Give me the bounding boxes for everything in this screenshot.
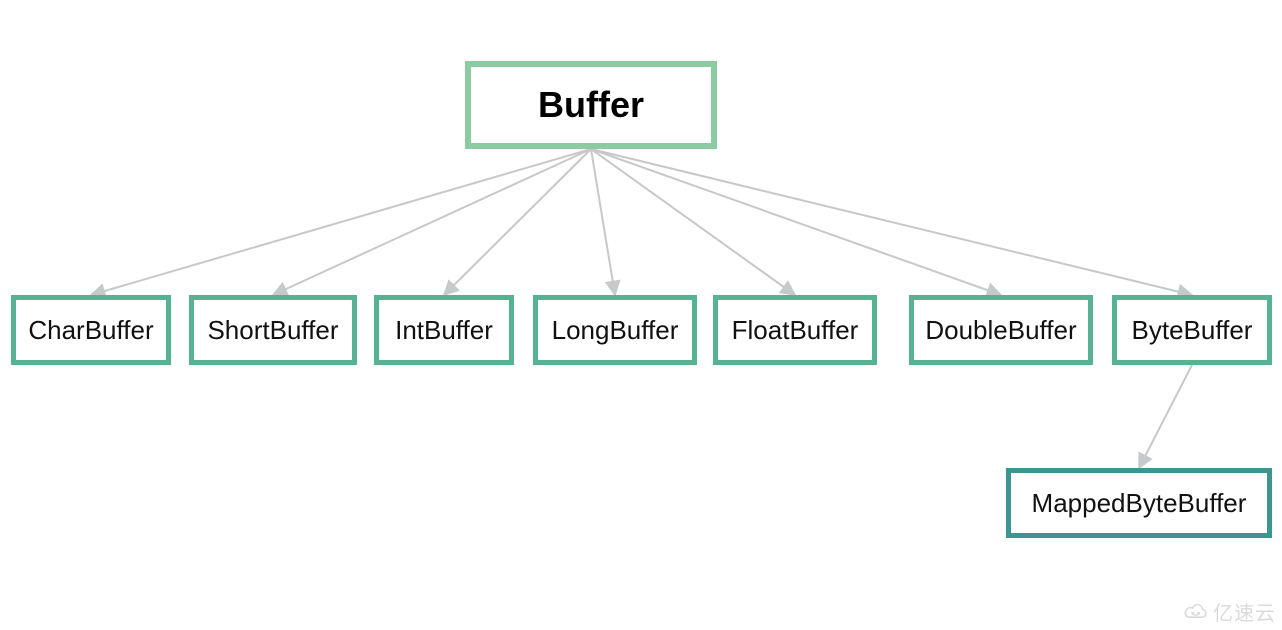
- node-label: ByteBuffer: [1132, 315, 1253, 346]
- node-label: DoubleBuffer: [925, 315, 1076, 346]
- node-label: MappedByteBuffer: [1032, 488, 1247, 519]
- cloud-icon: [1183, 602, 1209, 622]
- node-float: FloatBuffer: [713, 295, 877, 365]
- node-label: CharBuffer: [28, 315, 153, 346]
- node-buffer: Buffer: [465, 61, 717, 149]
- node-mapped: MappedByteBuffer: [1006, 468, 1272, 538]
- edge-buffer-short: [273, 149, 591, 295]
- node-label: FloatBuffer: [732, 315, 859, 346]
- node-label: ShortBuffer: [207, 315, 338, 346]
- node-label: IntBuffer: [395, 315, 493, 346]
- watermark-text: 亿速云: [1213, 597, 1276, 626]
- node-int: IntBuffer: [374, 295, 514, 365]
- edge-buffer-float: [591, 149, 795, 295]
- edge-buffer-long: [591, 149, 615, 295]
- edge-buffer-byte: [591, 149, 1192, 295]
- edge-buffer-int: [444, 149, 591, 295]
- edge-buffer-char: [91, 149, 591, 295]
- node-label: LongBuffer: [552, 315, 679, 346]
- node-label: Buffer: [538, 84, 644, 126]
- node-long: LongBuffer: [533, 295, 697, 365]
- node-byte: ByteBuffer: [1112, 295, 1272, 365]
- watermark: 亿速云: [1183, 597, 1276, 626]
- node-double: DoubleBuffer: [909, 295, 1093, 365]
- edge-byte-mapped: [1139, 365, 1192, 468]
- node-short: ShortBuffer: [189, 295, 357, 365]
- node-char: CharBuffer: [11, 295, 171, 365]
- edge-buffer-double: [591, 149, 1001, 295]
